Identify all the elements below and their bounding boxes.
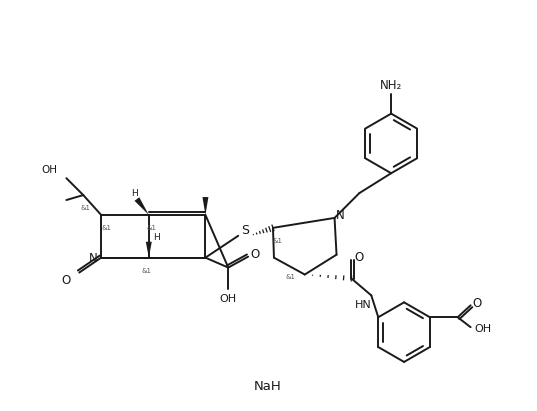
Text: &1: &1 [80,205,90,211]
Text: &1: &1 [286,273,296,279]
Text: NH₂: NH₂ [380,79,402,92]
Polygon shape [202,197,208,215]
Polygon shape [146,242,152,258]
Text: N: N [336,210,345,222]
Text: OH: OH [220,294,237,305]
Text: H: H [132,189,139,198]
Polygon shape [134,197,149,215]
Text: O: O [472,297,481,310]
Text: &1: &1 [147,225,157,231]
Text: NaH: NaH [254,380,282,393]
Text: &1: &1 [142,268,152,274]
Text: OH: OH [41,165,57,175]
Text: S: S [241,224,249,237]
Text: O: O [62,274,71,287]
Text: O: O [355,251,364,264]
Text: OH: OH [474,324,491,334]
Text: &1: &1 [101,225,111,231]
Text: O: O [250,248,260,261]
Text: HN: HN [355,300,372,310]
Text: H: H [154,233,160,242]
Text: &1: &1 [273,238,283,244]
Text: N: N [89,252,98,265]
